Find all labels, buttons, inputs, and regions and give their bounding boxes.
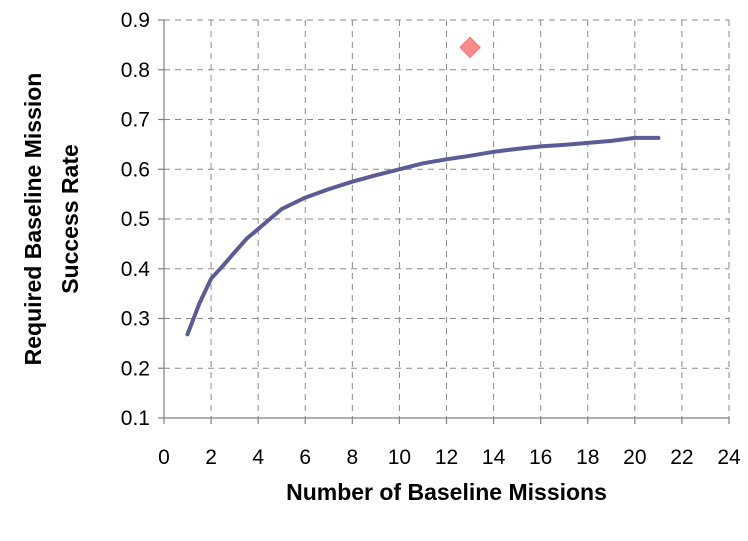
y-tick-label: 0.6 xyxy=(121,158,150,181)
y-tick-labels: 0.1 0.2 0.3 0.4 0.5 0.6 0.7 0.8 0.9 xyxy=(121,9,164,430)
x-tick-label: 14 xyxy=(482,446,506,469)
y-axis-title-line-1: Required Baseline Mission xyxy=(20,73,46,366)
data-point-diamond xyxy=(459,36,481,59)
y-tick-label: 0.8 xyxy=(121,59,150,82)
y-axis-title: Required Baseline Mission Success Rate xyxy=(20,73,83,366)
y-tick-label: 0.3 xyxy=(121,308,150,331)
series xyxy=(185,36,661,337)
x-tick-label: 2 xyxy=(205,446,217,469)
x-axis-title: Number of Baseline Missions xyxy=(286,479,607,505)
x-tick-label: 18 xyxy=(576,446,599,469)
x-tick-label: 8 xyxy=(346,446,358,469)
x-tick-label: 10 xyxy=(388,446,411,469)
x-tick-label: 6 xyxy=(299,446,311,469)
x-tick-label: 20 xyxy=(623,446,646,469)
x-tick-label: 22 xyxy=(670,446,693,469)
x-tick-labels: 0 2 4 6 8 10 12 14 16 18 20 22 24 xyxy=(158,418,741,469)
y-tick-label: 0.5 xyxy=(121,208,150,231)
y-tick-label: 0.1 xyxy=(121,407,150,430)
grid-lines xyxy=(164,19,730,418)
y-tick-label: 0.4 xyxy=(121,258,151,281)
y-tick-label: 0.2 xyxy=(121,357,150,380)
x-tick-label: 12 xyxy=(435,446,458,469)
x-tick-label: 4 xyxy=(252,446,264,469)
x-tick-label: 16 xyxy=(529,446,552,469)
series-line-0 xyxy=(185,135,661,337)
y-axis-title-line-2: Success Rate xyxy=(57,144,83,294)
y-tick-label: 0.9 xyxy=(121,9,150,32)
y-tick-label: 0.7 xyxy=(121,109,150,132)
x-tick-label: 0 xyxy=(158,446,170,469)
x-tick-label: 24 xyxy=(717,446,741,469)
